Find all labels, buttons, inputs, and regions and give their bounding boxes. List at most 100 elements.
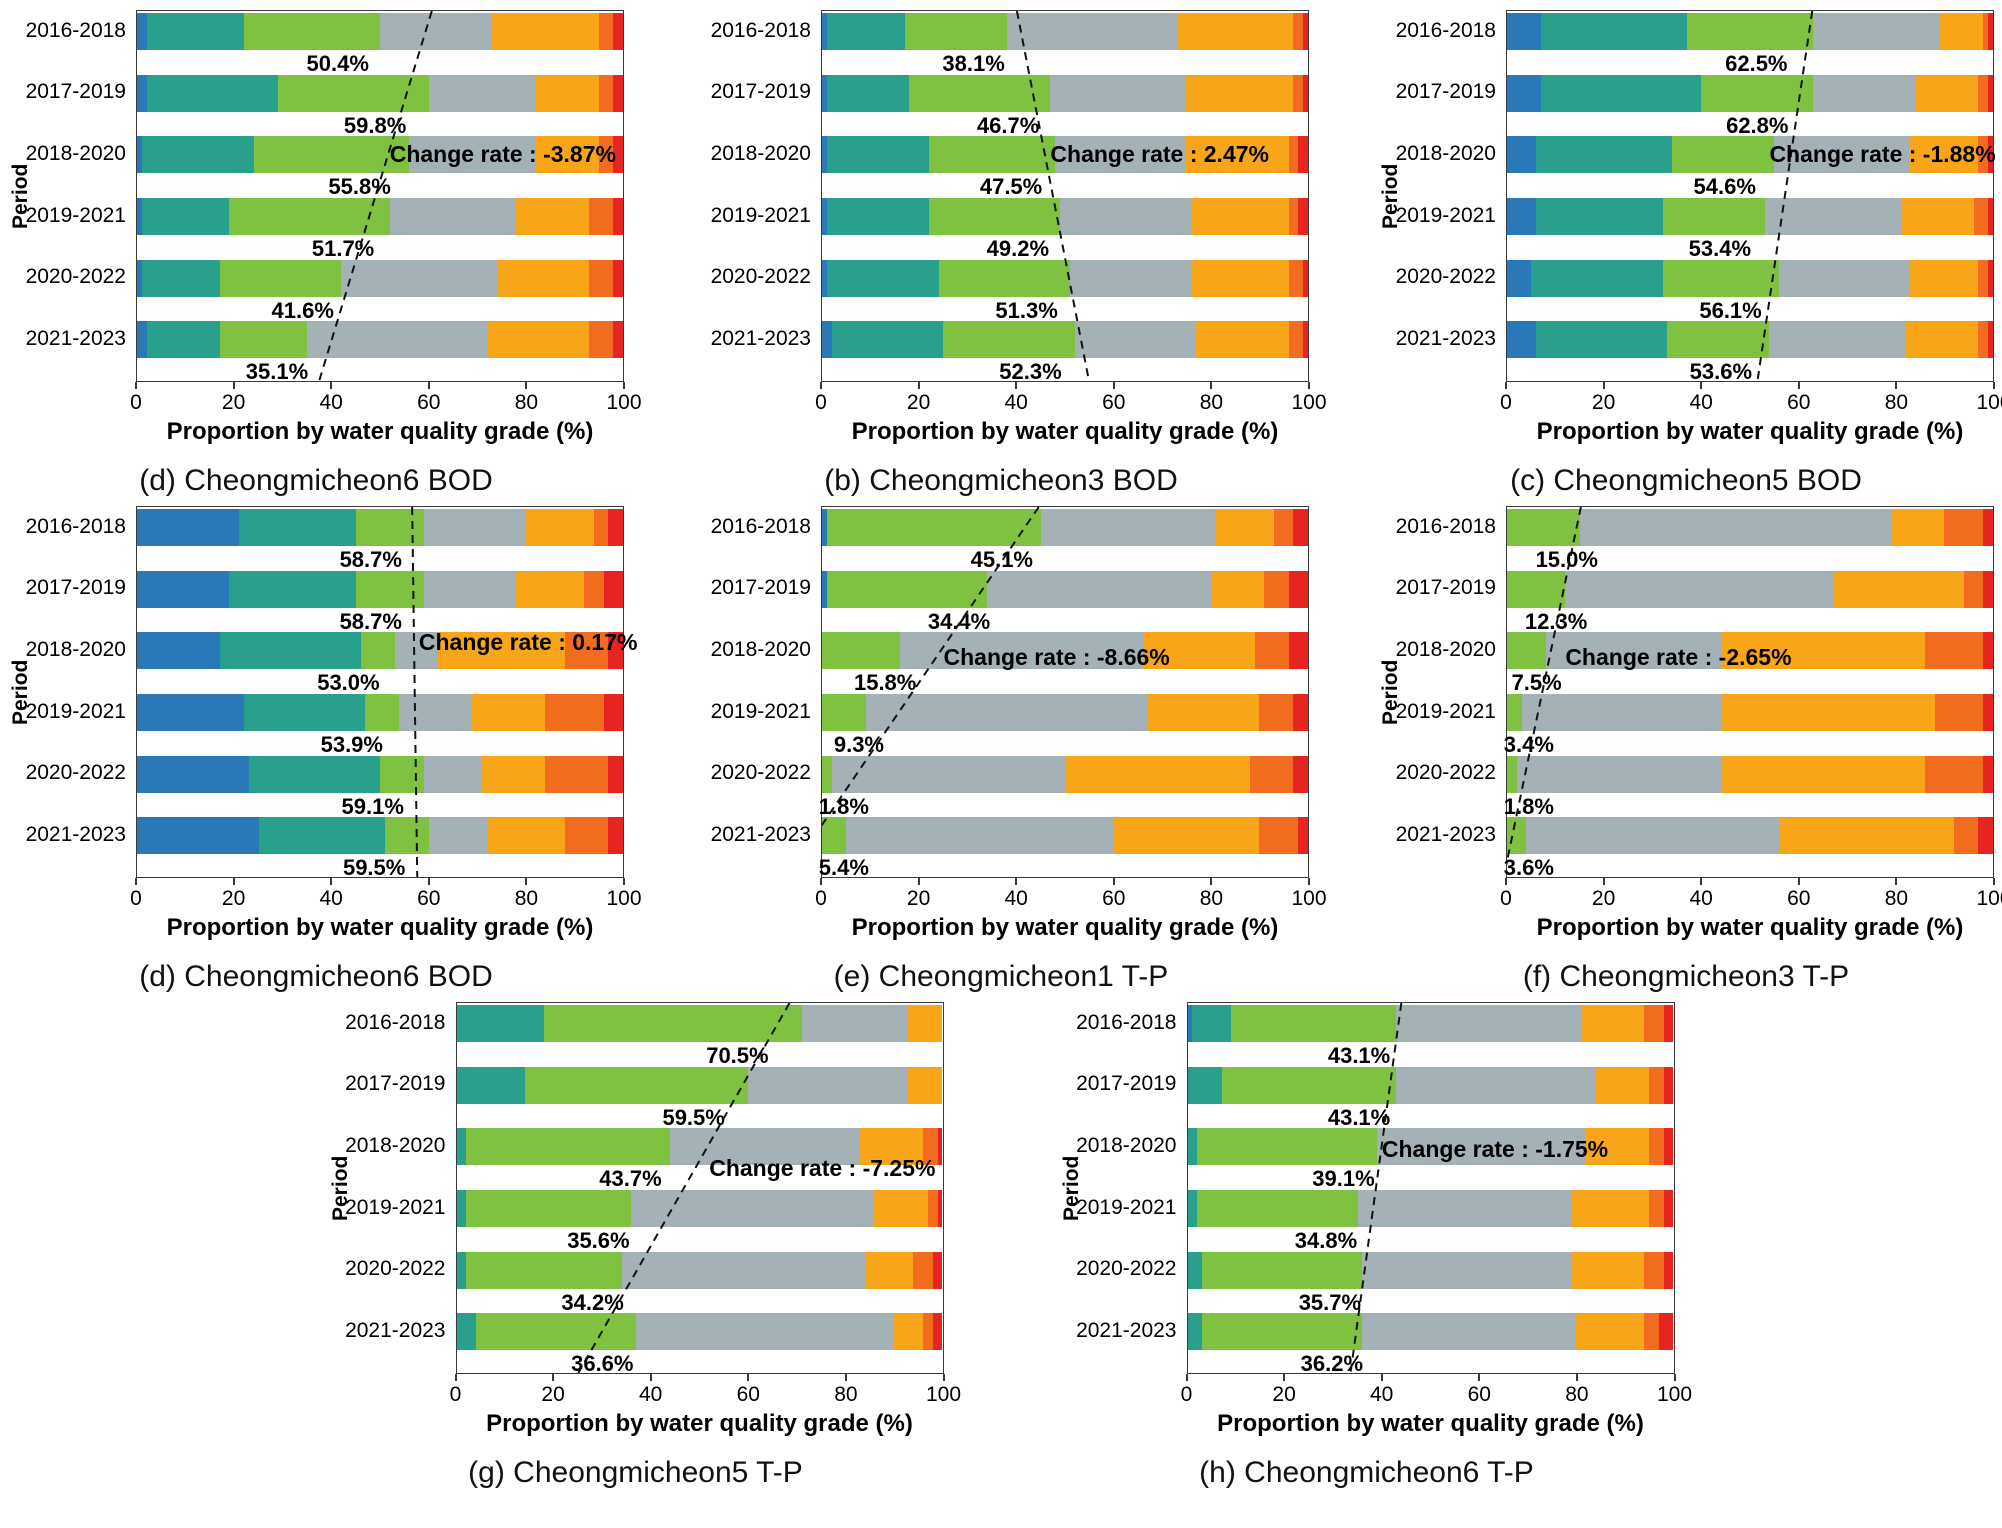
chart-caption: (f) Cheongmicheon3 T-P xyxy=(1522,960,1850,993)
bar-segment-green xyxy=(475,1313,637,1351)
bar-segment-red xyxy=(1988,13,1993,50)
x-axis: 0 20 40 60 80 100 xyxy=(815,878,1327,912)
y-axis: 2016-2018 2017-2019 2018-2020 2019-2021 2020… xyxy=(345,1002,456,1374)
bar-segment-orange xyxy=(1595,1066,1650,1104)
x-tick-mark xyxy=(1380,1374,1383,1381)
x-tick-label: 40 xyxy=(639,1383,663,1406)
bar-segment-gray xyxy=(307,321,487,359)
x-tick-mark xyxy=(1185,1374,1188,1381)
bar-segment-gray xyxy=(399,694,473,731)
bar-segment-orange xyxy=(1113,817,1260,855)
bar-value-label: 34.2% xyxy=(561,1289,624,1315)
x-tick-mark xyxy=(330,878,333,885)
bar-segment-red xyxy=(608,509,623,546)
bar-segment-orange xyxy=(1910,136,1979,174)
figure-grid: Period 2016-2018 2017-2019 2018-2020 2019-20… xyxy=(8,10,2002,1489)
bar-segment-gray xyxy=(1377,1128,1586,1166)
x-tick-label: 20 xyxy=(541,1383,565,1406)
x-tick-label: 40 xyxy=(319,887,343,910)
bar-segment-teal xyxy=(1187,1251,1203,1289)
bar-segment-green xyxy=(466,1251,622,1289)
y-tick-label: 2020-2022 xyxy=(1395,761,1496,785)
y-tick-label: 2018-2020 xyxy=(25,141,126,165)
x-tick-label: 80 xyxy=(1884,887,1909,910)
bar-segment-teal xyxy=(456,1128,467,1166)
y-tick-label: 2020-2022 xyxy=(25,761,126,785)
x-tick-label: 40 xyxy=(1004,391,1028,414)
bar-segment-gray xyxy=(1060,198,1192,235)
y-tick-label: 2018-2020 xyxy=(1076,1133,1177,1157)
bar-segment-red xyxy=(613,198,623,235)
x-tick-label: 0 xyxy=(130,887,142,910)
x-tick-label: 100 xyxy=(1976,391,2002,414)
x-tick-label: 100 xyxy=(606,391,642,414)
bar-segment-gray xyxy=(1357,1190,1572,1227)
stacked-bar xyxy=(1507,259,1993,297)
bar-segment-teal xyxy=(219,632,361,670)
bar-segment-teal xyxy=(831,321,944,359)
bar-segment-dark-orange xyxy=(598,74,614,112)
stacked-bar xyxy=(137,570,623,608)
x-tick-label: 0 xyxy=(815,391,827,414)
x-axis: 0 20 40 60 80 100 xyxy=(450,1374,961,1408)
bar-segment-dark-orange xyxy=(1649,1066,1664,1104)
x-tick-label: 60 xyxy=(1102,391,1126,414)
change-rate-label: Change rate : 0.17% xyxy=(418,629,638,656)
bar-segment-red xyxy=(603,694,623,731)
bar-segment-gray xyxy=(423,509,526,546)
y-tick-label: 2017-2019 xyxy=(1395,80,1496,104)
plot-area: 50.4% 59.8% 55.8% 51.7% 41.6% 35.1% Change rat… xyxy=(136,10,624,383)
plot-area: 70.5% 59.5% 43.7% 35.6% 34.2% 36.6% Change rat… xyxy=(455,1002,944,1375)
stacked-bar xyxy=(1507,755,1993,793)
bar-segment-teal xyxy=(456,1251,467,1289)
bar-segment-dark-orange xyxy=(1259,694,1294,731)
stacked-bar xyxy=(456,1251,943,1289)
bar-segment-green xyxy=(822,817,847,855)
bar-segment-green xyxy=(822,694,866,731)
stacked-bar xyxy=(1507,570,1993,608)
x-tick-mark xyxy=(232,878,235,885)
x-tick-mark xyxy=(917,878,920,885)
y-tick-label: 2016-2018 xyxy=(710,514,811,538)
bar-segment-blue xyxy=(822,136,827,174)
x-tick-mark xyxy=(1602,878,1605,885)
bar-segment-dark-orange xyxy=(1273,509,1294,546)
bar-segment-green xyxy=(543,1005,802,1042)
x-tick-label: 80 xyxy=(514,391,539,414)
chart-area: Period2016-20182017-20192018-20202019-20… xyxy=(693,10,1327,446)
x-tick-mark xyxy=(1210,382,1213,389)
bar-segment-green xyxy=(355,570,424,608)
bar-value-label: 53.6% xyxy=(1689,359,1753,385)
bar-segment-orange xyxy=(1900,198,1974,235)
bar-segment-dark-orange xyxy=(1954,817,1979,855)
x-tick-mark xyxy=(1797,878,1800,885)
x-tick-label: 40 xyxy=(319,391,343,414)
bar-segment-blue xyxy=(137,694,244,731)
stacked-bar xyxy=(456,1066,943,1104)
stacked-bar xyxy=(822,198,1308,235)
bar-segment-teal xyxy=(229,570,356,608)
bar-segment-green xyxy=(219,259,342,297)
bar-segment-red xyxy=(1303,74,1308,112)
bar-segment-green xyxy=(909,74,1051,112)
plot-area: 58.7% 58.7% 53.0% 53.9% 59.1% 59.5% Change rat… xyxy=(136,506,637,879)
bar-value-label: 39.1% xyxy=(1312,1166,1375,1192)
bar-segment-dark-orange xyxy=(1288,259,1304,297)
bar-segment-gray xyxy=(1362,1251,1572,1289)
x-tick-mark xyxy=(1673,1374,1676,1381)
x-tick-label: 60 xyxy=(1787,887,1811,910)
bar-value-label: 43.1% xyxy=(1327,1043,1391,1068)
bar-segment-orange xyxy=(1176,13,1294,50)
x-tick-label: 0 xyxy=(130,391,142,414)
y-tick-label: 2020-2022 xyxy=(710,265,811,289)
bar-segment-dark-orange xyxy=(588,259,614,297)
y-tick-label: 2019-2021 xyxy=(25,699,126,723)
bar-value-label: 55.8% xyxy=(328,174,391,200)
bar-segment-blue xyxy=(137,136,142,174)
x-tick-mark xyxy=(649,1374,652,1381)
bar-segment-red xyxy=(1663,1251,1674,1289)
bar-segment-dark-orange xyxy=(1978,74,1989,112)
chart-cheongmicheon1-tp: Period2016-20182017-20192018-20202019-20… xyxy=(693,506,1327,994)
